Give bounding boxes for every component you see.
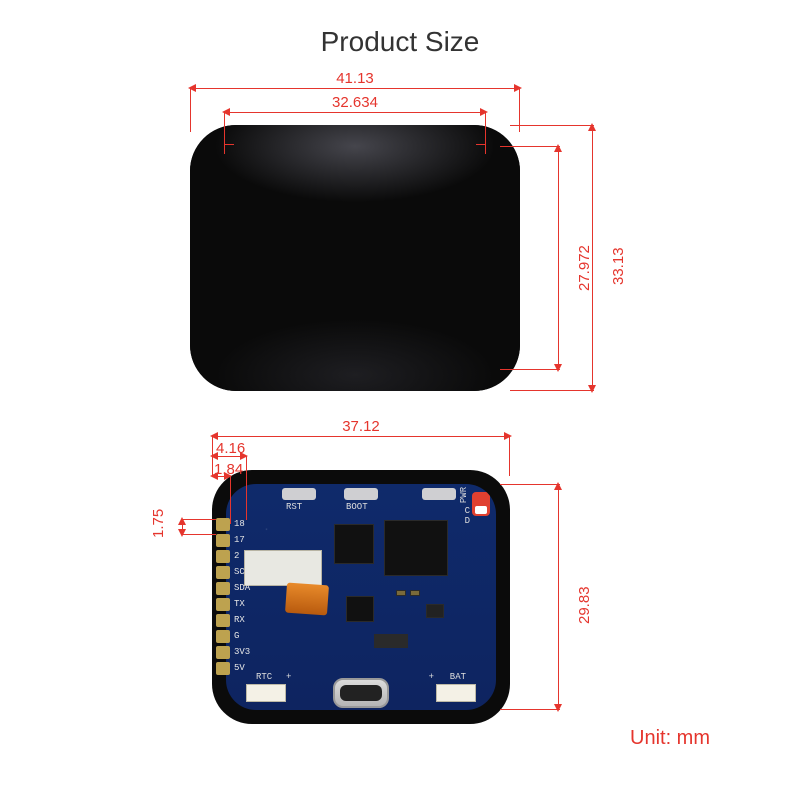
ext-line [500, 709, 560, 710]
back-device: RST BOOT PWR C D RTC BAT + + [212, 470, 510, 724]
pad [216, 598, 230, 611]
pin-label: SCL [234, 567, 250, 583]
pad [216, 630, 230, 643]
page-title: Product Size [0, 26, 800, 58]
passive [396, 590, 406, 596]
silk-rst: RST [286, 502, 302, 512]
silk-bat: BAT [450, 672, 466, 682]
dim-label: 37.12 [212, 418, 510, 435]
corner-tick [224, 144, 225, 154]
status-led [472, 492, 490, 516]
jst-rtc [246, 684, 286, 702]
ext-line [190, 88, 191, 132]
front-device [190, 125, 520, 391]
ext-line [500, 369, 560, 370]
pad [216, 662, 230, 675]
pin-label: 17 [234, 535, 250, 551]
silk-rtc: RTC [256, 672, 272, 682]
silk-pwr: PWR [459, 487, 469, 503]
ic-small [346, 596, 374, 622]
dim-label: 29.83 [576, 586, 593, 624]
pin-label: RX [234, 615, 250, 631]
ffc-connector [244, 550, 322, 586]
dim-label: 1.84 [214, 461, 243, 478]
pad [216, 646, 230, 659]
ext-line [510, 390, 594, 391]
pin-label: 3V3 [234, 647, 250, 663]
pad [216, 614, 230, 627]
pcb-board: RST BOOT PWR C D RTC BAT + + [226, 484, 496, 710]
ext-line [182, 519, 216, 520]
ffc-cable [285, 583, 329, 616]
ext-line [485, 112, 486, 148]
pin-label: 2 [234, 551, 250, 567]
silk-plus2: + [429, 672, 434, 682]
ic-main [384, 520, 448, 576]
pad [216, 582, 230, 595]
ext-line [182, 534, 216, 535]
usb-c-port [333, 678, 389, 708]
pad [216, 550, 230, 563]
ic-secondary [334, 524, 374, 564]
pin-label: 18 [234, 519, 250, 535]
button-rst [282, 488, 316, 500]
button-boot [344, 488, 378, 500]
pad [216, 566, 230, 579]
left-pin-header [216, 518, 230, 675]
corner-tick [485, 144, 486, 154]
pad [216, 534, 230, 547]
pin-label: G [234, 631, 250, 647]
silk-d: D [465, 516, 470, 526]
jst-bat [436, 684, 476, 702]
dim-label: 32.634 [224, 94, 486, 111]
corner-tick [224, 144, 234, 145]
pin-label: 5V [234, 663, 250, 679]
passive [410, 590, 420, 596]
ext-line [224, 112, 225, 148]
pad [216, 518, 230, 531]
silk-plus: + [286, 672, 291, 682]
ext-line [509, 436, 510, 476]
dim-label: 4.16 [216, 440, 245, 457]
ext-line [500, 146, 560, 147]
unit-label: Unit: mm [630, 727, 710, 750]
dim-label: 33.13 [610, 247, 627, 285]
pin-label: SDA [234, 583, 250, 599]
pin-label: TX [234, 599, 250, 615]
dim-label: 41.13 [190, 70, 520, 87]
dim-label: 27.972 [576, 245, 593, 291]
ext-line [230, 476, 231, 524]
ext-line [510, 125, 594, 126]
silk-c: C [465, 506, 470, 516]
ext-line [246, 456, 247, 520]
ext-line [500, 484, 560, 485]
button-pwr [422, 488, 456, 500]
left-pin-labels: 18 17 2 SCL SDA TX RX G 3V3 5V [234, 519, 250, 679]
passive [374, 634, 408, 648]
silk-boot: BOOT [346, 502, 368, 512]
dim-label: 1.75 [150, 509, 167, 538]
passive [426, 604, 444, 618]
